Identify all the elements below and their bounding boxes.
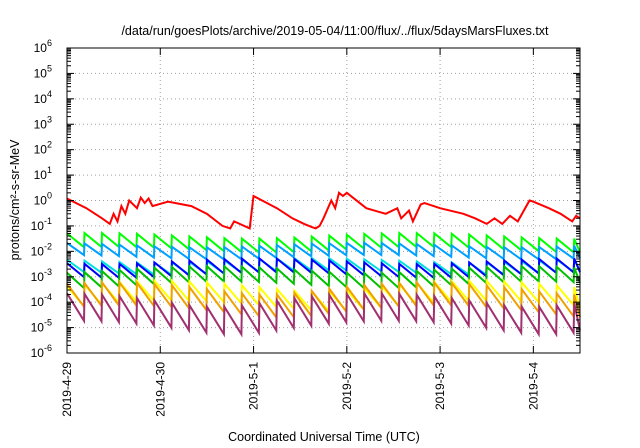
x-axis-label: Coordinated Universal Time (UTC)	[228, 430, 420, 444]
chart-ticks	[66, 47, 580, 354]
y-tick-label: 101	[34, 165, 52, 182]
y-tick-exponent: 2	[47, 140, 52, 150]
x-tick-label: 2019-5-4	[526, 362, 540, 410]
y-tick-exponent: 1	[47, 165, 52, 175]
y-tick-exponent: 0	[47, 191, 52, 201]
chart-series	[66, 191, 581, 338]
y-tick-label: 100	[34, 191, 52, 208]
series-line	[66, 191, 581, 230]
y-tick-exponent: -6	[44, 343, 52, 353]
y-tick-label: 10-4	[31, 292, 52, 309]
y-tick-exponent: 4	[47, 89, 52, 99]
y-tick-label: 102	[34, 140, 52, 157]
x-tick-label: 2019-4-29	[60, 362, 74, 417]
y-tick-base: 10	[34, 66, 48, 80]
y-tick-base: 10	[31, 295, 45, 309]
y-tick-base: 10	[34, 168, 48, 182]
y-tick-exponent: -4	[44, 292, 52, 302]
y-tick-label: 10-3	[31, 267, 52, 284]
y-tick-label: 10-5	[31, 318, 52, 335]
y-tick-base: 10	[31, 270, 45, 284]
y-tick-exponent: -2	[44, 241, 52, 251]
y-tick-exponent: -3	[44, 267, 52, 277]
y-tick-base: 10	[34, 194, 48, 208]
x-tick-label: 2019-5-2	[340, 362, 354, 410]
y-tick-label: 10-6	[31, 343, 52, 360]
x-tick-label: 2019-5-3	[433, 362, 447, 410]
y-tick-exponent: 3	[47, 114, 52, 124]
y-tick-labels: 10-610-510-410-310-210-11001011021031041…	[31, 38, 52, 360]
x-tick-label: 2019-4-30	[153, 362, 167, 417]
y-tick-exponent: 6	[47, 38, 52, 48]
y-tick-base: 10	[31, 321, 45, 335]
y-tick-base: 10	[34, 143, 48, 157]
y-tick-base: 10	[31, 219, 45, 233]
x-tick-labels: 2019-4-29 2019-4-30 2019-5-1 2019-5-2 2019-5…	[60, 362, 540, 417]
y-axis-label: protons/cm²-s-sr-MeV	[8, 139, 22, 261]
y-tick-label: 10-1	[31, 216, 52, 233]
chart-title: /data/run/goesPlots/archive/2019-05-04/1…	[121, 24, 549, 38]
y-tick-base: 10	[31, 346, 45, 360]
x-tick-label: 2019-5-1	[247, 362, 261, 410]
y-tick-label: 10-2	[31, 241, 52, 258]
series-line	[66, 289, 581, 338]
y-tick-base: 10	[34, 117, 48, 131]
y-tick-exponent: -5	[44, 318, 52, 328]
y-tick-exponent: 5	[47, 63, 52, 73]
y-tick-label: 105	[34, 63, 52, 80]
y-tick-label: 103	[34, 114, 52, 131]
y-tick-base: 10	[34, 41, 48, 55]
y-tick-base: 10	[34, 92, 48, 106]
y-tick-exponent: -1	[44, 216, 52, 226]
y-tick-label: 104	[34, 89, 52, 106]
y-tick-label: 106	[34, 38, 52, 55]
series-line	[66, 240, 581, 262]
y-tick-base: 10	[31, 244, 45, 258]
